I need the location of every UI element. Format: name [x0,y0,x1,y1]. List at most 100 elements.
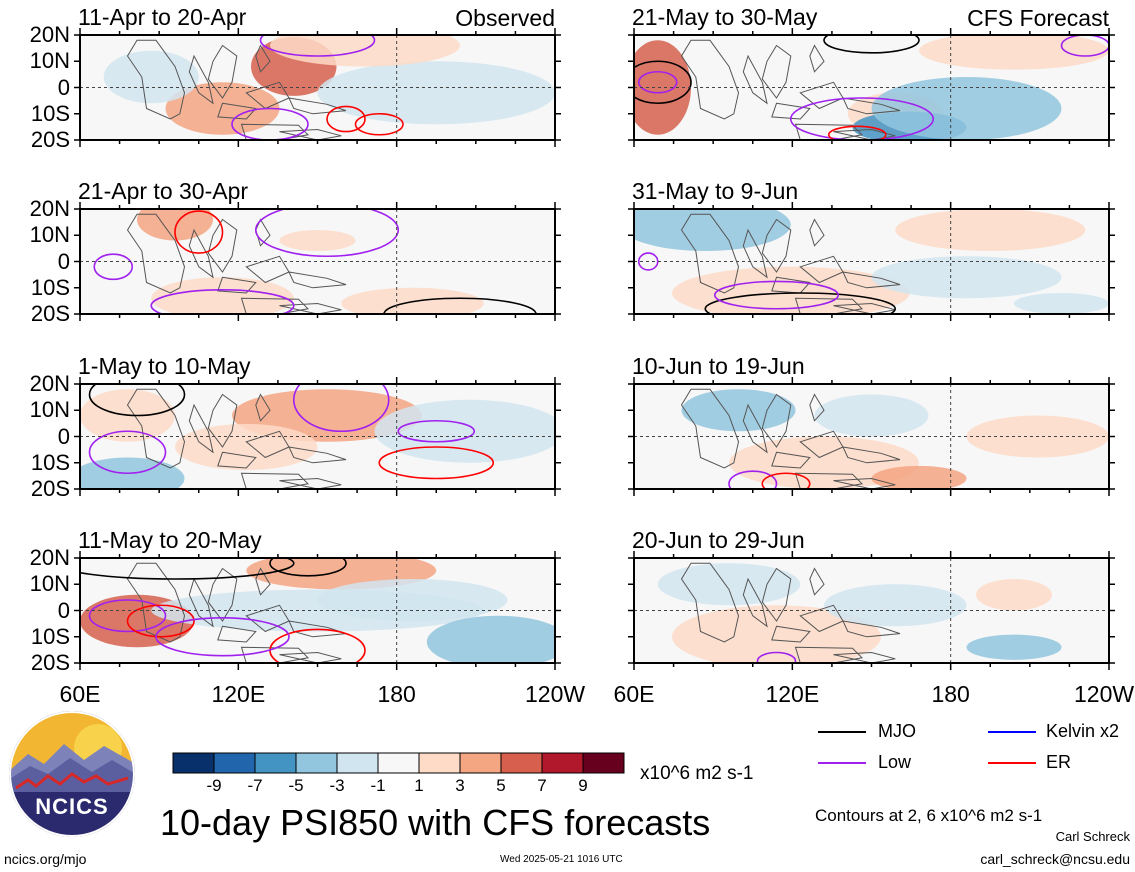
anomaly-region [976,579,1052,611]
y-tick-label: 20S [30,650,70,675]
anomaly-region [634,209,791,251]
contour-line [254,209,400,258]
coastline [217,276,257,294]
legend-line-kelvin [988,731,1036,733]
y-tick-label: 10N [29,48,70,74]
colorbar-label: 5 [496,776,506,795]
colorbar-label: 1 [414,776,424,795]
coastline [255,567,271,596]
anomaly-region [317,579,508,621]
contour-line [88,430,167,475]
coastline [771,451,811,469]
coastline [255,218,271,247]
colorbar-units: x10^6 m2 s-1 [640,763,754,784]
contour-line [150,289,295,314]
panel-title-6: 31-May to 9-Jun [632,178,799,204]
forecast-label: CFS Forecast [967,5,1109,31]
coastline [680,388,740,469]
colorbar-label: -5 [288,776,304,795]
coastline [207,567,238,622]
coastline [809,393,825,422]
colorbar-cell [295,752,338,774]
panel-title-8: 20-Jun to 29-Jun [632,527,805,553]
contour-line [761,472,811,489]
legend-label-mjo: MJO [878,721,916,741]
x-tick-label: 180 [377,681,416,707]
y-tick-label: 10S [30,623,70,649]
anomaly-region [80,457,185,489]
contour-line [269,558,347,577]
observed-label: Observed [455,5,555,31]
legend-line-low [818,762,866,764]
colorbar-cell [213,752,256,774]
anomaly-region [103,50,199,104]
coastline [842,97,901,115]
contour-line [827,125,887,140]
legend-line-mjo [818,731,866,733]
colorbar-cell [500,752,543,774]
colorbar [172,752,625,774]
y-tick-label: 10S [30,100,70,126]
contour-line [292,384,390,433]
coastline [680,213,740,294]
anomaly-region [672,266,910,314]
coastline [217,451,257,469]
anomaly-region [871,77,1062,140]
colorbar-label: -9 [206,776,222,795]
coastline [240,646,310,663]
anomaly-region [634,40,691,135]
x-tick-label: 120W [1074,681,1135,707]
anomaly-region [374,399,555,463]
x-tick-label: 60E [613,681,655,707]
coastline [126,213,186,294]
panel-title-3: 1-May to 10-May [78,353,251,379]
anomaly-region [279,230,356,251]
panel-1 [74,28,561,147]
contour-line [397,419,476,443]
coastline [809,218,825,247]
colorbar-cell [377,752,420,774]
colorbar-cell [172,752,215,774]
coastline [207,218,238,273]
y-tick-label: 20N [29,371,70,396]
anomaly-region [729,436,919,489]
coastline [126,388,186,469]
anomaly-region [966,634,1062,660]
colorbar-label: 3 [455,776,465,795]
coastline [794,472,864,489]
panel-title-5: 21-May to 30-May [632,4,818,30]
y-tick-label: 0 [57,423,70,449]
anomaly-region [426,615,555,663]
author-email: carl_schreck@ncsu.edu [980,851,1130,867]
coastline [240,472,310,489]
y-tick-label: 0 [57,248,70,274]
contour-line [634,60,692,105]
coastline [809,567,825,596]
coastline [794,297,864,314]
colorbar-cell [459,752,502,774]
colorbar-cell [254,752,297,774]
contour-line [823,35,920,54]
coastline [207,393,238,448]
legend-line-er [988,762,1036,764]
coastline [288,446,347,464]
contour-line [378,446,495,480]
coastline [794,123,864,140]
anomaly-region [672,605,881,663]
coastline [279,651,342,663]
x-tick-label: 120E [765,681,820,707]
coastline [217,625,257,643]
y-tick-label: 20N [29,545,70,570]
y-tick-label: 20S [30,301,70,326]
logo-text: NCICS [35,794,109,819]
contour-line [174,210,224,254]
colorbar-cell [336,752,379,774]
legend-label-er: ER [1046,752,1072,772]
contour-line [326,105,366,133]
legend-label-kelvin: Kelvin x2 [1046,721,1120,741]
anomaly-region [919,35,1109,70]
contours-note: Contours at 2, 6 x10^6 m2 s-1 [815,806,1043,825]
contour-line [637,252,659,271]
site-url[interactable]: ncics.org/mjo [4,851,87,867]
coastline [188,403,214,454]
